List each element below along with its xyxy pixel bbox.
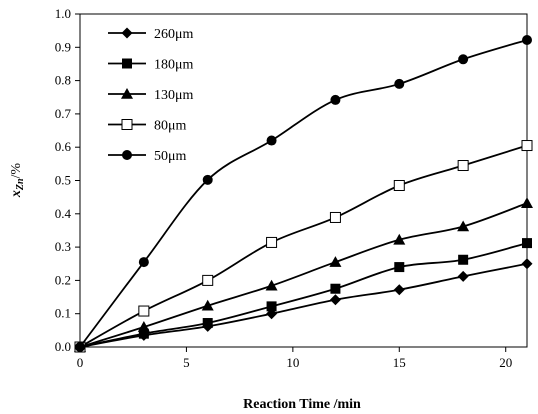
data-point [457,220,470,232]
plot-frame [79,13,528,348]
x-axis: 0 5 10 15 20 [77,347,512,370]
data-point [202,318,213,329]
legend-marker [121,88,133,99]
data-point [266,301,277,312]
data-point [458,254,469,265]
data-point [138,257,149,268]
data-point [266,135,277,146]
y-tick-label: 0.4 [55,206,72,221]
x-tick-label: 5 [183,355,190,370]
legend-label: 260μm [154,27,194,42]
series-130μm [74,197,533,352]
data-point [330,94,341,105]
data-point [458,54,469,65]
series-line [79,262,528,348]
legend-item: 260μm [108,27,194,42]
series-50μm [75,34,532,352]
legend-marker [121,119,133,130]
data-point [521,197,533,208]
data-point [394,78,405,89]
x-axis-title: Reaction Time /min [243,397,361,412]
legend-label: 130μm [154,88,194,103]
legend-label: 80μm [154,119,187,134]
data-point [202,274,214,286]
data-point [137,321,150,332]
legend-label: 50μm [154,149,187,164]
legend-marker [122,58,132,69]
series-line [79,144,528,348]
legend-item: 50μm [108,149,187,164]
x-tick-label: 15 [393,355,406,370]
y-tick-label: 0.2 [55,272,71,287]
y-tick-label: 0.1 [55,306,71,321]
x-tick-label: 10 [286,355,299,370]
data-point [265,279,278,291]
data-point [393,179,405,191]
y-tick-label: 0.8 [55,73,71,88]
legend-marker [122,150,132,160]
x-tick-label: 20 [499,355,512,370]
data-point [457,270,469,282]
data-point [457,160,469,172]
plot-area [79,13,528,348]
series-180μm [75,238,532,352]
y-tick-label: 0.3 [55,239,71,254]
legend-item: 130μm [108,88,194,103]
y-tick-label: 0.0 [55,339,71,354]
data-point [266,236,278,248]
legend-label: 180μm [154,58,194,73]
legend-item: 180μm [108,58,194,73]
data-point [521,258,533,270]
data-point [202,174,213,185]
data-point [393,233,406,245]
y-tick-label: 0.7 [55,106,72,121]
y-tick-label: 1.0 [55,6,71,21]
y-tick-label: 0.9 [55,39,71,54]
y-tick-label: 0.6 [55,139,72,154]
data-point [393,284,405,296]
data-point [329,294,341,306]
legend-item: 80μm [108,119,187,134]
data-point [329,211,341,223]
y-axis-title: xZn/% [9,163,26,199]
data-point [138,305,150,317]
y-tick-label: 0.5 [55,173,71,188]
data-point [522,34,532,45]
legend: 260μm 180μm 130μm 80μm 50μm [108,27,194,164]
data-point [138,328,149,339]
series-group [74,34,533,353]
y-axis-title-main: x [9,190,24,198]
legend-marker [121,27,133,39]
x-tick-label: 0 [77,355,84,370]
data-point [522,238,532,249]
data-point [394,262,405,273]
data-point [330,283,341,294]
data-point [75,342,85,352]
series-80μm [74,140,533,353]
y-axis-title-subscript: Zn [15,178,26,191]
series-line [79,202,528,348]
y-axis-title-unit: /% [9,163,24,179]
data-point [329,256,342,267]
data-point [201,299,214,311]
y-axis: 0.0 0.1 0.2 0.3 0.4 0.5 0.6 0.7 0.8 0.9 1.0 [55,6,80,354]
data-point [521,140,533,152]
series-line [79,242,528,348]
